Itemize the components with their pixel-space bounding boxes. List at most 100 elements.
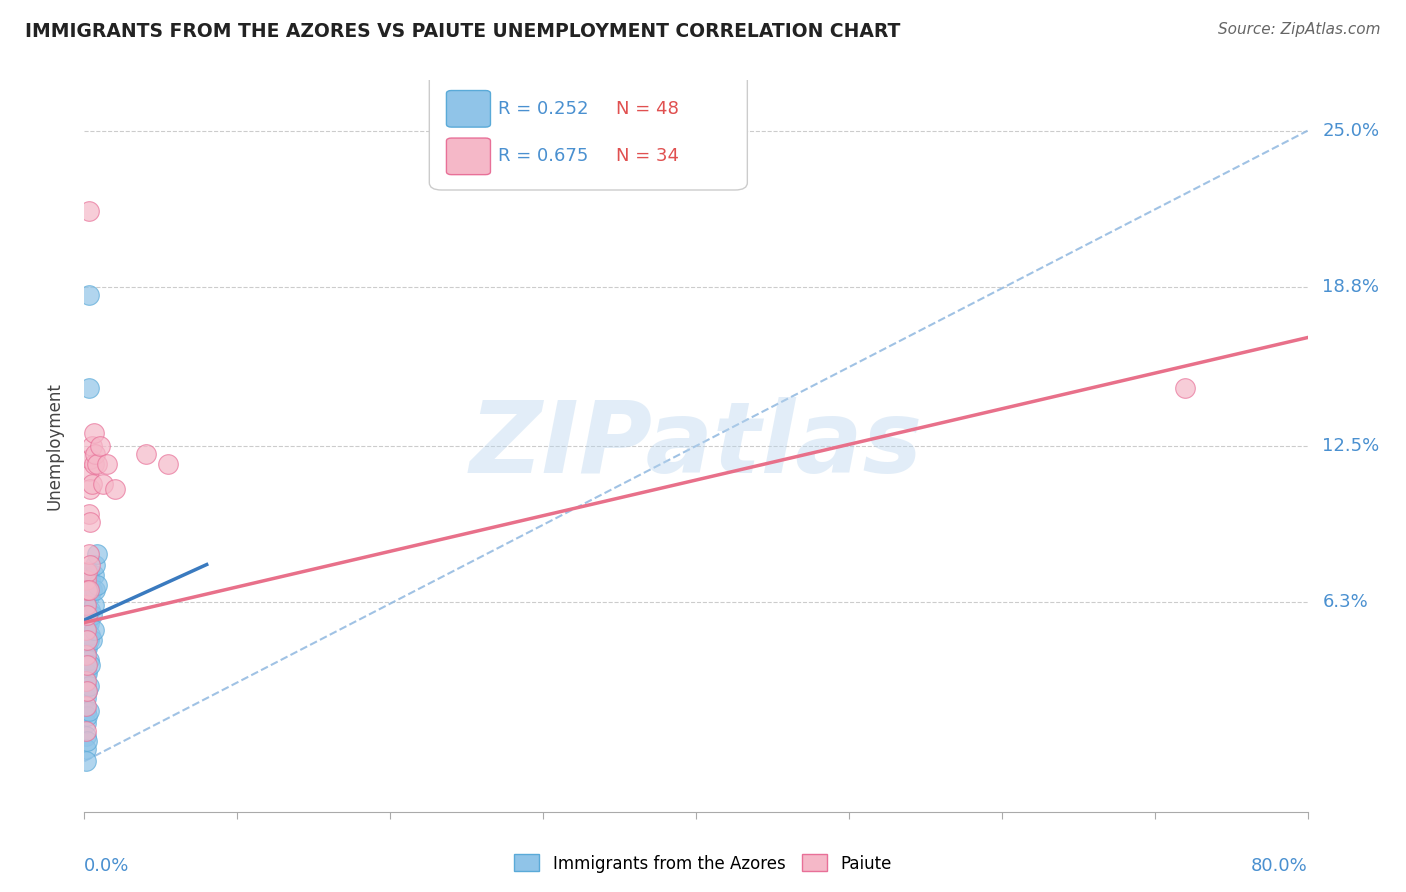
Point [76, 683, 98, 698]
Text: R = 0.252: R = 0.252 [498, 100, 588, 118]
Text: ZIPatlas: ZIPatlas [470, 398, 922, 494]
Point [76, 578, 98, 592]
Point [77, 615, 100, 630]
Point [75, 741, 97, 756]
Text: R = 0.675: R = 0.675 [498, 147, 588, 165]
Point [79, 603, 101, 617]
Point [75, 653, 97, 667]
FancyBboxPatch shape [447, 138, 491, 175]
Point [76, 582, 98, 597]
Point [76, 615, 98, 630]
Point [96, 457, 118, 471]
Point [83, 457, 105, 471]
Point [77, 704, 100, 718]
Point [80, 439, 103, 453]
Point [75, 679, 97, 693]
Point [76, 628, 98, 642]
Point [80, 633, 103, 648]
Point [135, 446, 157, 460]
Point [104, 482, 127, 496]
Point [80, 476, 103, 491]
Text: 12.5%: 12.5% [1322, 437, 1379, 455]
Point [76, 565, 98, 579]
Text: 6.3%: 6.3% [1322, 593, 1368, 611]
Point [75, 729, 97, 743]
Point [77, 204, 100, 219]
Point [75, 591, 97, 605]
Point [75, 640, 97, 655]
Point [77, 582, 100, 597]
Point [75, 754, 97, 768]
Text: N = 48: N = 48 [616, 100, 679, 118]
Point [77, 548, 100, 562]
FancyBboxPatch shape [429, 66, 748, 190]
Point [77, 464, 100, 478]
Point [75, 724, 97, 739]
Point [86, 457, 108, 471]
Point [77, 287, 100, 301]
Point [75, 698, 97, 713]
Point [84, 446, 107, 460]
Point [79, 658, 101, 673]
Point [83, 567, 105, 582]
Point [79, 628, 101, 642]
Text: 25.0%: 25.0% [1322, 121, 1379, 140]
Point [76, 683, 98, 698]
Point [75, 648, 97, 663]
Point [89, 439, 111, 453]
Point [76, 709, 98, 723]
Point [157, 457, 180, 471]
Point [80, 607, 103, 622]
Point [76, 640, 98, 655]
Point [79, 482, 101, 496]
Point [83, 623, 105, 637]
Point [91, 476, 114, 491]
Point [75, 665, 97, 680]
Legend: Immigrants from the Azores, Paiute: Immigrants from the Azores, Paiute [508, 847, 898, 880]
Point [77, 565, 100, 579]
Point [75, 573, 97, 587]
Y-axis label: Unemployment: Unemployment [45, 382, 63, 510]
Point [79, 573, 101, 587]
Point [75, 716, 97, 731]
Point [79, 558, 101, 572]
Point [1174, 381, 1197, 395]
Point [77, 591, 100, 605]
Text: N = 34: N = 34 [616, 147, 679, 165]
Point [75, 615, 97, 630]
Point [76, 734, 98, 748]
Point [75, 691, 97, 706]
Point [76, 607, 98, 622]
Point [83, 598, 105, 612]
Point [77, 679, 100, 693]
Point [75, 704, 97, 718]
Point [76, 603, 98, 617]
Text: IMMIGRANTS FROM THE AZORES VS PAIUTE UNEMPLOYMENT CORRELATION CHART: IMMIGRANTS FROM THE AZORES VS PAIUTE UNE… [25, 22, 901, 41]
Point [79, 515, 101, 529]
Point [75, 628, 97, 642]
Point [84, 582, 107, 597]
Point [76, 665, 98, 680]
Point [86, 578, 108, 592]
Point [76, 633, 98, 648]
Point [75, 623, 97, 637]
Point [76, 591, 98, 605]
Point [75, 673, 97, 688]
Point [77, 381, 100, 395]
Text: 18.8%: 18.8% [1322, 278, 1379, 296]
Point [77, 507, 100, 521]
Point [75, 598, 97, 612]
Point [77, 633, 100, 648]
Point [76, 658, 98, 673]
Point [75, 570, 97, 584]
Point [84, 558, 107, 572]
Point [83, 426, 105, 441]
Text: 0.0%: 0.0% [84, 857, 129, 875]
Point [75, 603, 97, 617]
Point [77, 653, 100, 667]
Point [79, 451, 101, 466]
Text: 80.0%: 80.0% [1251, 857, 1308, 875]
Text: Source: ZipAtlas.com: Source: ZipAtlas.com [1218, 22, 1381, 37]
FancyBboxPatch shape [447, 90, 491, 127]
Point [86, 548, 108, 562]
